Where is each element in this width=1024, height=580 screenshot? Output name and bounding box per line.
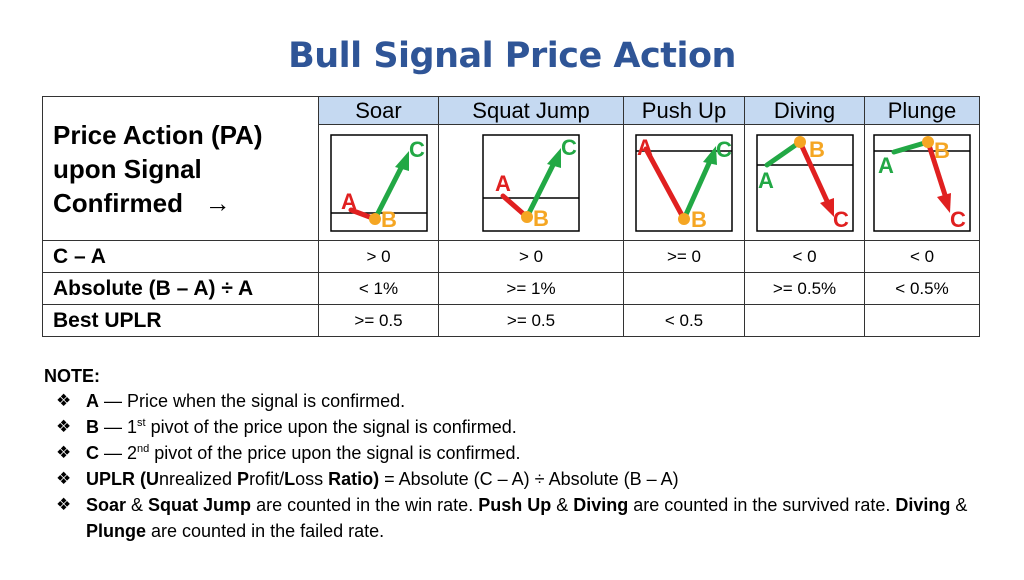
point-c-label: C: [716, 137, 732, 162]
price-action-table: Price Action (PA) upon Signal Confirmed …: [42, 96, 980, 337]
diagram-cell-squat-jump: A B C: [438, 124, 624, 241]
row-label-c-minus-a: C – A: [42, 240, 319, 273]
point-a-label: A: [495, 171, 511, 196]
col-header-diving: Diving: [744, 96, 865, 125]
col-header-push-up: Push Up: [623, 96, 745, 125]
list-item: ❖ C — 2nd pivot of the price upon the si…: [56, 440, 986, 466]
table-cell: < 0.5%: [864, 272, 980, 305]
push-up-diagram: A B C: [635, 133, 733, 232]
corner-line-2: upon Signal: [53, 153, 202, 184]
diagram-cell-soar: A B C: [318, 124, 439, 241]
diamond-bullet-icon: ❖: [56, 495, 72, 514]
table-cell: < 0: [744, 240, 865, 273]
squat-jump-diagram: A B C: [482, 133, 580, 232]
page-title: Bull Signal Price Action: [288, 36, 736, 76]
point-c-label: C: [561, 135, 577, 160]
diamond-bullet-icon: ❖: [56, 417, 72, 436]
corner-line-1: Price Action (PA): [53, 119, 263, 150]
table-row: Absolute (B – A) ÷ A < 1% >= 1% >= 0.5% …: [42, 272, 980, 305]
diamond-bullet-icon: ❖: [56, 469, 72, 488]
plunge-diagram: A B C: [873, 133, 971, 232]
point-a-label: A: [758, 168, 774, 193]
point-a-label: A: [878, 153, 894, 178]
table-cell: < 1%: [318, 272, 439, 305]
table-cell: [744, 304, 865, 337]
point-b-label: B: [934, 138, 950, 163]
table-cell: >= 0.5: [438, 304, 624, 337]
list-item: ❖ A — Price when the signal is confirmed…: [56, 388, 986, 414]
point-b-label: B: [809, 137, 825, 162]
table-cell: > 0: [438, 240, 624, 273]
list-item: ❖ B — 1st pivot of the price upon the si…: [56, 414, 986, 440]
table-cell: < 0: [864, 240, 980, 273]
col-header-soar: Soar: [318, 96, 439, 125]
notes-list: ❖ A — Price when the signal is confirmed…: [56, 388, 986, 544]
corner-line-3: Confirmed →: [53, 187, 231, 218]
row-label-absolute-ratio: Absolute (B – A) ÷ A: [42, 272, 319, 305]
diagram-cell-diving: A B C: [744, 124, 865, 241]
diagram-cell-push-up: A B C: [623, 124, 745, 241]
diagram-cell-plunge: A B C: [864, 124, 980, 241]
list-item: ❖ UPLR (Unrealized Profit/Loss Ratio) = …: [56, 466, 986, 492]
col-header-squat-jump: Squat Jump: [438, 96, 624, 125]
note-heading: NOTE:: [44, 366, 100, 386]
diamond-bullet-icon: ❖: [56, 391, 72, 410]
list-item: ❖ Soar & Squat Jump are counted in the w…: [56, 492, 986, 544]
table-cell: [864, 304, 980, 337]
table-row: C – A > 0 > 0 >= 0 < 0 < 0: [42, 240, 980, 273]
point-a-label: A: [341, 189, 357, 214]
soar-diagram: A B C: [329, 133, 428, 232]
diving-diagram: A B C: [755, 133, 854, 232]
table-cell: >= 0.5%: [744, 272, 865, 305]
table-cell: >= 0: [623, 240, 745, 273]
corner-label: Price Action (PA) upon Signal Confirmed …: [42, 96, 319, 241]
table-cell: > 0: [318, 240, 439, 273]
point-b-label: B: [691, 207, 707, 232]
table-row: Best UPLR >= 0.5 >= 0.5 < 0.5: [42, 304, 980, 337]
point-b-label: B: [533, 206, 549, 231]
col-header-plunge: Plunge: [864, 96, 980, 125]
row-label-best-uplr: Best UPLR: [42, 304, 319, 337]
table-cell: [623, 272, 745, 305]
point-a-label: A: [637, 135, 653, 160]
table-cell: >= 0.5: [318, 304, 439, 337]
table-cell: < 0.5: [623, 304, 745, 337]
point-c-label: C: [833, 207, 849, 232]
point-b-label: B: [381, 207, 397, 232]
diamond-bullet-icon: ❖: [56, 443, 72, 462]
right-arrow-icon: →: [204, 187, 231, 218]
point-c-label: C: [950, 207, 966, 232]
point-c-label: C: [409, 137, 425, 162]
table-cell: >= 1%: [438, 272, 624, 305]
